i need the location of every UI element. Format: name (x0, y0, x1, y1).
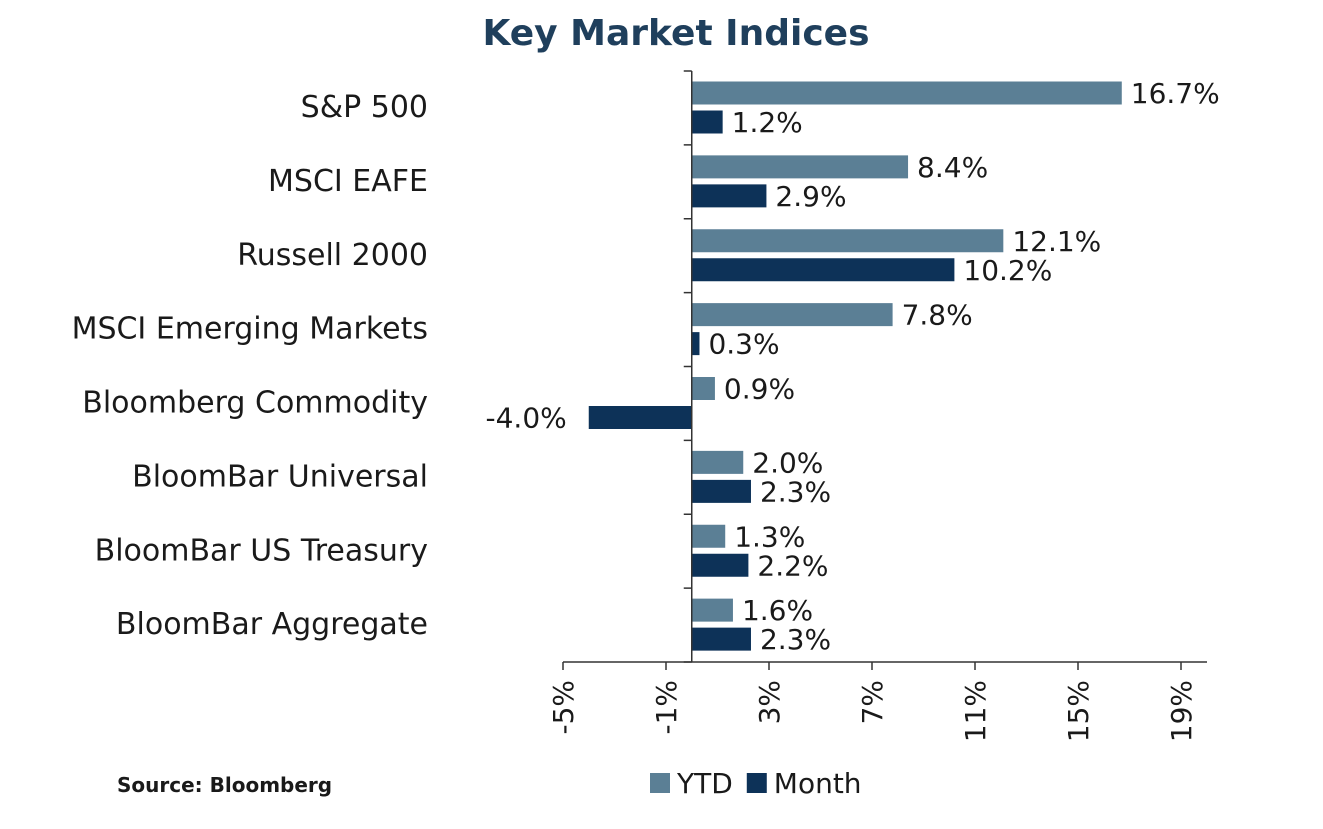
category-label: MSCI Emerging Markets (72, 312, 428, 347)
month-legend-label: Month (774, 767, 862, 800)
month-data-label: 2.9% (775, 180, 846, 213)
x-tick-labels: -5% -1% 3% 7% 11% 15% 19% (547, 680, 1198, 742)
legend: YTD Month (650, 767, 862, 800)
category-label: BloomBar Aggregate (116, 607, 428, 642)
ytd-data-label: 1.3% (734, 520, 805, 553)
x-tick-label: 3% (753, 680, 786, 724)
ytd-legend-swatch (650, 773, 670, 793)
month-bar (691, 627, 751, 651)
x-tick-label: 11% (959, 680, 992, 742)
x-tick-label: -1% (650, 680, 683, 735)
ytd-data-label: 1.6% (742, 594, 813, 627)
category-label: Russell 2000 (237, 238, 428, 273)
month-bar (588, 406, 692, 429)
ytd-legend-label: YTD (676, 767, 733, 800)
x-tick-label: 19% (1165, 680, 1198, 742)
ytd-bar (691, 450, 744, 474)
category-label: BloomBar US Treasury (95, 533, 428, 568)
month-legend-swatch (746, 773, 767, 793)
month-data-label: 2.3% (760, 475, 831, 508)
ytd-data-label: 16.7% (1131, 77, 1220, 110)
ytd-data-label: 2.0% (752, 446, 823, 479)
x-tick-label: 15% (1062, 680, 1095, 742)
ytd-bar (691, 598, 733, 622)
axes (562, 70, 1207, 670)
bars-layer (588, 81, 1122, 651)
month-bar (691, 258, 955, 282)
x-tick-label: 7% (856, 680, 889, 724)
x-tick-label: -5% (547, 680, 580, 735)
source-note: Source: Bloomberg (117, 773, 332, 797)
category-label: S&P 500 (301, 90, 428, 125)
ytd-data-label: 7.8% (902, 299, 973, 332)
category-label: MSCI EAFE (268, 164, 428, 199)
month-data-label: 2.2% (757, 549, 828, 582)
category-label: BloomBar Universal (132, 459, 428, 494)
month-data-label: -4.0% (486, 402, 567, 435)
month-bar (691, 184, 767, 208)
category-labels: S&P 500 MSCI EAFE Russell 2000 MSCI Emergin… (72, 90, 428, 642)
ytd-data-label: 12.1% (1012, 225, 1101, 258)
month-data-label: 10.2% (963, 254, 1052, 287)
month-data-label: 1.2% (732, 106, 803, 139)
month-data-label: 2.3% (760, 623, 831, 656)
ytd-data-label: 0.9% (724, 373, 795, 406)
ytd-bar (691, 303, 893, 327)
ytd-bar (691, 377, 715, 400)
month-bar (691, 110, 723, 134)
ytd-bar (691, 155, 909, 179)
category-label: Bloomberg Commodity (82, 386, 428, 421)
month-bar (691, 332, 700, 356)
data-labels: 16.7% 1.2% 8.4% 2.9% 12.1%10.2% 7.8% 0.3% 0.9% -… (486, 77, 1220, 656)
month-data-label: 0.3% (708, 328, 779, 361)
ytd-bar (691, 524, 726, 548)
chart-title: Key Market Indices (483, 13, 870, 54)
ytd-bar (691, 229, 1004, 253)
month-bar (691, 479, 751, 503)
ytd-bar (691, 81, 1122, 105)
month-bar (691, 553, 749, 577)
ytd-data-label: 8.4% (917, 151, 988, 184)
